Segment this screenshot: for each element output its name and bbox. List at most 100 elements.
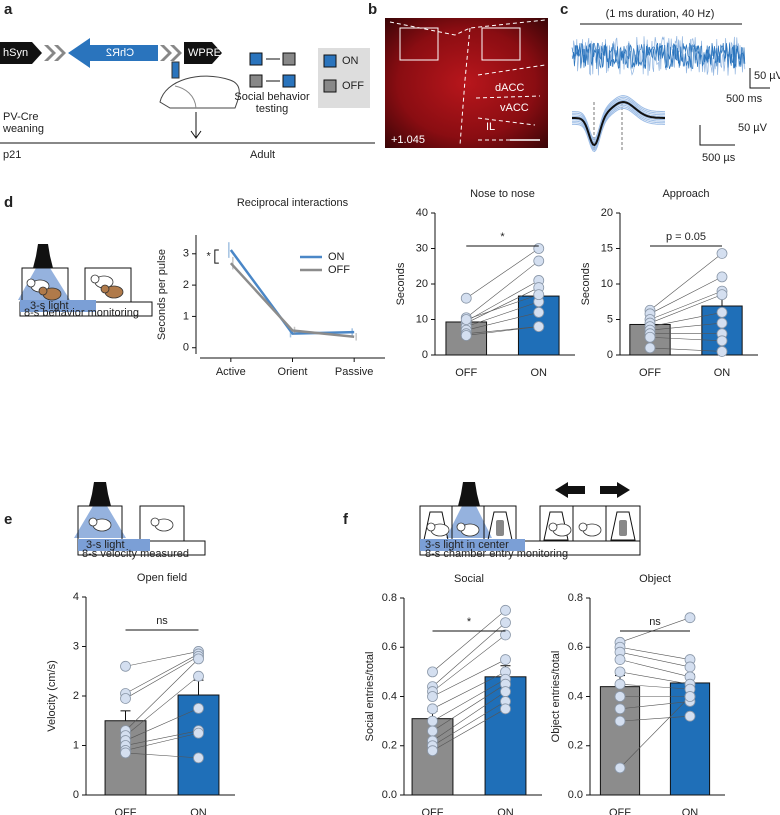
y-tick-label: 0.0: [568, 789, 583, 801]
pair-line: [432, 634, 506, 692]
pair-line: [649, 290, 723, 320]
pair-line: [466, 326, 539, 336]
y-axis-label: Seconds: [395, 262, 407, 305]
y-tick-label: 0.2: [568, 740, 583, 752]
data-point: [716, 271, 728, 283]
mouse-head: [26, 278, 36, 288]
timeline-label: weaning: [2, 123, 44, 135]
data-point: [684, 691, 696, 702]
legend-label: OFF: [328, 264, 350, 276]
x-tick-label: ON: [190, 807, 207, 815]
scale-bar: [699, 125, 735, 146]
data-point: [716, 306, 728, 318]
y-tick-label: 10: [416, 313, 428, 325]
legend-swatch: [323, 79, 337, 93]
pair-line: [432, 708, 506, 751]
series-line: [229, 249, 355, 335]
stimulus-label: (1 ms duration, 40 Hz): [606, 8, 715, 20]
y-tick-label: 3: [73, 640, 79, 652]
data-point: [500, 654, 511, 665]
data-point: [120, 660, 131, 672]
wpre: [184, 42, 222, 64]
pair-line: [432, 622, 506, 687]
pair-line: [125, 730, 199, 746]
y-axis-label: Seconds per pulse: [156, 249, 168, 340]
data-point: [427, 745, 438, 757]
annotation: *: [500, 231, 505, 243]
region-boundary: [389, 19, 546, 36]
data-point: [500, 617, 511, 629]
y-tick-label: 0.6: [568, 641, 583, 653]
y-tick-label: 0: [183, 342, 189, 354]
panel-label: f: [343, 511, 349, 528]
lamp: [458, 482, 480, 506]
lox: [170, 45, 182, 61]
lox: [54, 45, 66, 61]
y-tick-label: 4: [73, 591, 79, 603]
pair-line: [649, 253, 723, 311]
pair-line: [466, 260, 539, 318]
x-tick-label: ON: [714, 367, 731, 379]
annotation: *: [467, 616, 472, 628]
data-point: [614, 703, 626, 715]
panel-label: e: [4, 511, 12, 528]
mouse-head: [90, 274, 100, 284]
pair-line: [466, 248, 539, 299]
arrow-head: [190, 130, 202, 139]
data-point: [427, 715, 438, 727]
off-box: [282, 52, 296, 66]
data-point: [533, 255, 545, 267]
pair-line: [432, 701, 506, 747]
x-tick-label: ON: [531, 367, 548, 379]
pair-line: [125, 675, 199, 736]
y-axis-label: Velocity (cm/s): [46, 660, 58, 732]
pair-line: [466, 280, 539, 322]
data-point: [614, 654, 626, 665]
scale-label: 500 ms: [726, 93, 763, 105]
pair-line: [649, 336, 723, 342]
histology-image: [385, 18, 548, 148]
inset-box: [399, 27, 439, 61]
on-box: [249, 52, 263, 66]
data-point: [614, 691, 626, 702]
data-point: [120, 747, 131, 759]
y-tick-label: 0.8: [568, 592, 583, 604]
legend-label: ON: [342, 55, 359, 67]
y-axis-label: Social entries/total: [364, 652, 376, 742]
light-label: 3-s light: [30, 300, 69, 312]
x-tick-label: OFF: [455, 367, 477, 379]
age-label: p21: [3, 149, 21, 161]
y-tick-label: 0: [73, 789, 79, 801]
y-axis-label: Seconds: [580, 262, 592, 305]
y-tick-label: 2: [73, 690, 79, 702]
y-tick-label: 0: [607, 349, 613, 361]
chart-title: Reciprocal interactions: [237, 197, 349, 209]
y-tick-label: 0.6: [382, 641, 397, 653]
mouse-head: [426, 522, 436, 532]
data-point: [427, 703, 438, 715]
data-point: [614, 762, 626, 774]
chart-title: Nose to nose: [470, 188, 535, 200]
pair-line: [649, 347, 723, 352]
data-point: [500, 629, 511, 641]
panel-d-schematic: 3-s light 8-s behavior monitoring: [18, 244, 153, 319]
syringe: [171, 61, 180, 79]
panel-label: d: [4, 194, 13, 211]
pair-line: [619, 683, 691, 690]
pair-line: [649, 276, 723, 315]
legend-label: OFF: [342, 80, 364, 92]
recording-trace: [571, 42, 746, 70]
data-point: [684, 612, 696, 624]
x-tick-label: OFF: [639, 367, 661, 379]
data-point: [533, 321, 545, 333]
panel-a: hSyn ChR2 WPRE Social behavior testing O…: [0, 38, 375, 161]
pair-line: [125, 658, 199, 731]
spike-trace: [572, 96, 665, 141]
x-tick-label: OFF: [422, 807, 444, 815]
chr2-gene: [68, 38, 158, 68]
y-tick-label: 40: [416, 207, 428, 219]
scale-bar: [749, 68, 770, 89]
annotation: *: [207, 251, 212, 263]
annotation: ns: [649, 616, 661, 628]
y-tick-label: 0.4: [382, 690, 397, 702]
